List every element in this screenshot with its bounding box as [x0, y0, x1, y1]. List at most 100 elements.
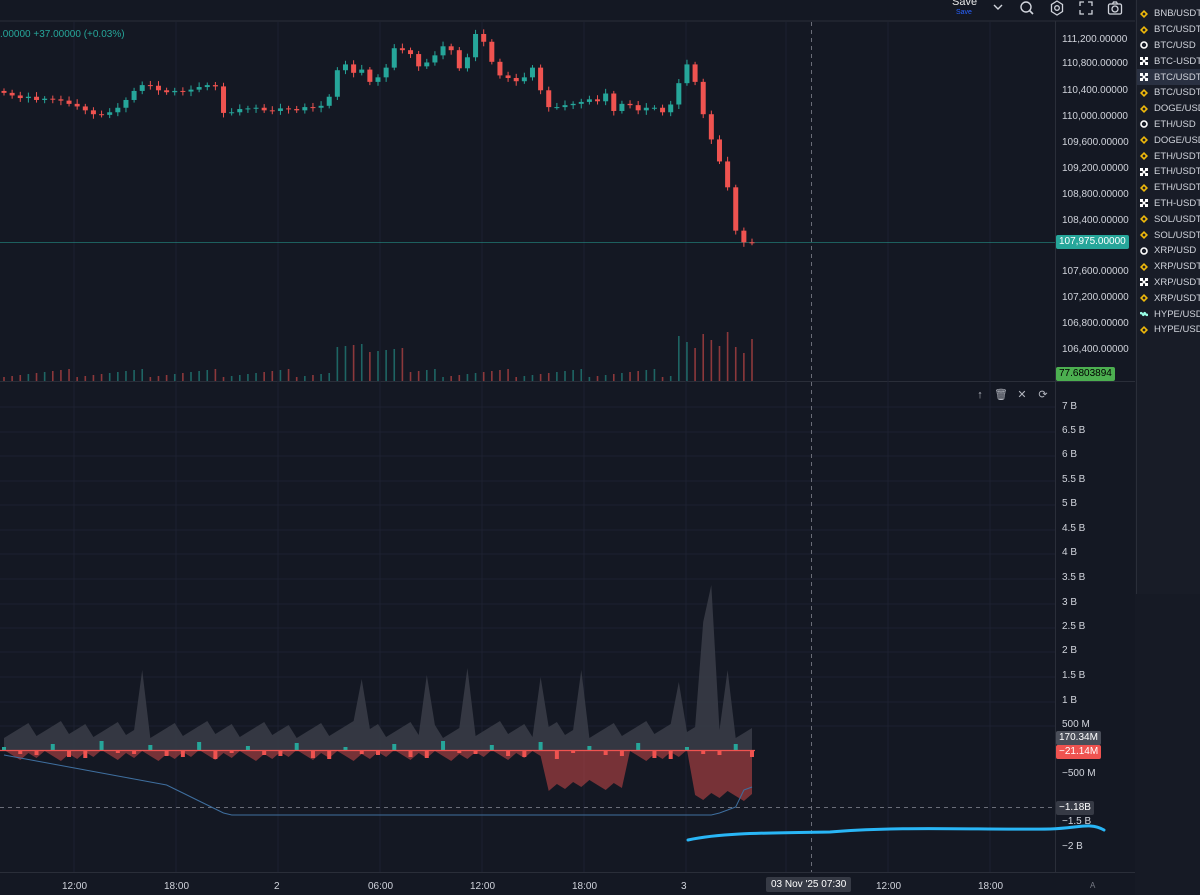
candle-body	[294, 109, 300, 111]
watchlist-item[interactable]: ETH/USDT	[1137, 180, 1200, 196]
watchlist-item[interactable]: HYPE/USDT	[1137, 322, 1200, 338]
watchlist-item[interactable]: XRP/USDT	[1137, 259, 1200, 275]
indicator-axis-label: 4 B	[1062, 547, 1078, 558]
binance-icon	[1140, 325, 1148, 334]
watchlist-item[interactable]: SOL/USDT	[1137, 211, 1200, 227]
circle-icon	[1140, 120, 1148, 129]
watchlist-symbol: XRP/USDT	[1154, 276, 1200, 288]
delta-bar	[2, 747, 6, 750]
delta-bar	[359, 750, 364, 754]
candle-body	[586, 99, 592, 102]
volume-bar	[377, 351, 379, 381]
candle-body	[529, 67, 535, 78]
delta-bar	[408, 750, 413, 757]
volume-bar	[669, 376, 672, 381]
delta-bar	[262, 750, 267, 755]
watchlist-item[interactable]: BTC-USDT-S	[1137, 53, 1200, 69]
watchlist-item[interactable]: BTC/USDT	[1137, 85, 1200, 101]
chevron-down-icon[interactable]	[990, 0, 1006, 16]
watchlist-item[interactable]: SOL/USDT	[1137, 227, 1200, 243]
price-axis-label: 106,800.00000	[1062, 318, 1129, 329]
close-icon[interactable]: ✕	[1017, 389, 1027, 401]
delta-bar	[197, 742, 202, 750]
binance-icon	[1140, 231, 1148, 240]
fullscreen-icon[interactable]	[1078, 0, 1094, 16]
candle-body	[318, 105, 324, 108]
search-icon[interactable]	[1019, 0, 1035, 16]
price-axis-label: 111,200.00000	[1062, 34, 1128, 45]
delta-bar	[571, 750, 576, 753]
volume-bar	[247, 374, 249, 381]
volume-bar	[523, 376, 526, 381]
volume-bar	[271, 371, 274, 381]
delta-bar	[457, 750, 462, 753]
watchlist-item[interactable]: HYPE/USDC	[1137, 306, 1200, 322]
watchlist-item[interactable]: BTC/USDT	[1137, 69, 1200, 85]
volume-bar	[580, 369, 583, 381]
candle-body	[546, 90, 552, 108]
candle-body	[391, 48, 397, 68]
indicator-axis-label: 5 B	[1062, 498, 1078, 509]
indicator-axis-label: 6.5 B	[1062, 425, 1086, 436]
volume-bar	[547, 373, 550, 381]
volume-bar	[255, 373, 257, 381]
price-axis-label: 106,400.00000	[1062, 344, 1129, 355]
volume-bar	[653, 369, 656, 381]
volume-bar	[458, 375, 461, 381]
candle-body	[269, 110, 275, 112]
chart-canvas[interactable]	[0, 0, 1135, 872]
trash-icon[interactable]: 🗑	[994, 389, 1008, 401]
candle-body	[684, 64, 690, 84]
volume-bar	[3, 377, 5, 381]
watchlist-item[interactable]: XRP/USDT	[1137, 290, 1200, 306]
watchlist-item[interactable]: DOGE/USDT	[1137, 132, 1200, 148]
candle-body	[82, 106, 88, 111]
delta-bar	[392, 744, 397, 750]
watchlist-symbol: ETH/USDT	[1154, 166, 1200, 178]
volume-bar	[11, 376, 13, 381]
volume-bar	[125, 371, 127, 381]
watchlist-item[interactable]: ETH/USD	[1137, 117, 1200, 133]
volume-tag: 77.6803894	[1056, 367, 1115, 381]
volume-bar	[304, 376, 306, 381]
volume-bar	[409, 372, 412, 381]
watchlist-item[interactable]: BNB/USDT	[1137, 6, 1200, 22]
candle-body	[668, 104, 674, 113]
volume-bar	[279, 370, 282, 381]
time-axis[interactable]: 03 Nov '25 07:30 A 12:00 18:00 2 06:00 12:00…	[0, 872, 1135, 895]
candle-body	[188, 89, 194, 92]
time-axis-label: 12:00	[470, 881, 496, 892]
candle-body	[505, 75, 511, 78]
camera-icon[interactable]	[1107, 0, 1123, 16]
auto-scale-button[interactable]: A	[1090, 881, 1096, 890]
total-volume-area	[4, 585, 752, 750]
binance-icon	[1140, 136, 1148, 145]
watchlist-item[interactable]: BTC/USDT	[1137, 22, 1200, 38]
top-toolbar: Save Save	[940, 0, 1135, 20]
watchlist-item[interactable]: BTC/USD	[1137, 38, 1200, 54]
chart-area[interactable]	[0, 0, 1135, 894]
volume-bar	[133, 370, 135, 381]
watchlist-item[interactable]: ETH/USDT	[1137, 164, 1200, 180]
watchlist-symbol: SOL/USDT	[1154, 229, 1200, 241]
watchlist-item[interactable]: XRP/USD	[1137, 243, 1200, 259]
volume-bar	[604, 375, 607, 381]
candle-body	[481, 34, 487, 42]
arrow-up-icon[interactable]: ↑	[977, 389, 983, 401]
volume-bar	[702, 334, 705, 381]
candle-body	[221, 86, 227, 113]
watchlist-item[interactable]: XRP/USDT	[1137, 275, 1200, 291]
delta-bar	[701, 750, 706, 754]
settings-icon[interactable]	[1049, 0, 1065, 16]
volume-bar	[35, 373, 38, 381]
watchlist-item[interactable]: DOGE/USDT	[1137, 101, 1200, 117]
delta-bar	[733, 744, 738, 750]
candle-body	[212, 85, 218, 87]
watchlist-symbol: HYPE/USDC	[1154, 308, 1200, 320]
watchlist-item[interactable]: ETH/USDT	[1137, 148, 1200, 164]
delta-bar	[619, 750, 624, 756]
candle-body	[651, 107, 657, 109]
save-button[interactable]: Save	[952, 0, 978, 8]
maximize-icon[interactable]: ⟳	[1038, 389, 1048, 401]
watchlist-item[interactable]: ETH-USDT-S	[1137, 196, 1200, 212]
